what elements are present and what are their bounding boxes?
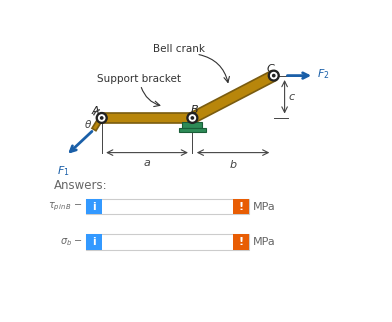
Text: Answers:: Answers:	[54, 179, 107, 192]
Circle shape	[100, 117, 103, 119]
Circle shape	[272, 74, 275, 77]
FancyBboxPatch shape	[86, 234, 249, 250]
Text: MPa: MPa	[253, 237, 276, 247]
Polygon shape	[102, 113, 192, 123]
Text: !: !	[239, 237, 244, 247]
FancyBboxPatch shape	[234, 199, 249, 214]
Text: Bell crank: Bell crank	[153, 44, 205, 54]
Circle shape	[99, 115, 105, 121]
Text: Support bracket: Support bracket	[97, 74, 181, 84]
Text: !: !	[239, 202, 244, 212]
Circle shape	[189, 115, 196, 121]
Bar	[182, 122, 202, 128]
Text: MPa: MPa	[253, 202, 276, 212]
Text: $\sigma_b$ −: $\sigma_b$ −	[60, 236, 83, 248]
Text: $c$: $c$	[289, 92, 296, 102]
Circle shape	[269, 70, 279, 81]
Text: $a$: $a$	[143, 158, 151, 168]
Text: $b$: $b$	[229, 158, 237, 170]
Text: $C$: $C$	[266, 62, 276, 74]
Bar	[179, 128, 205, 132]
Polygon shape	[190, 71, 276, 123]
FancyBboxPatch shape	[234, 234, 249, 250]
Polygon shape	[92, 118, 102, 131]
FancyBboxPatch shape	[86, 234, 102, 250]
Text: i: i	[92, 237, 96, 247]
Text: $B$: $B$	[190, 103, 199, 115]
Text: $F_2$: $F_2$	[317, 67, 330, 81]
Text: $F_1$: $F_1$	[56, 164, 69, 178]
Text: i: i	[92, 202, 96, 212]
FancyBboxPatch shape	[86, 199, 249, 214]
Circle shape	[187, 113, 198, 123]
Circle shape	[96, 113, 107, 123]
Text: $\theta$: $\theta$	[83, 118, 92, 130]
Circle shape	[191, 117, 194, 119]
Text: $A$: $A$	[91, 104, 100, 116]
Circle shape	[270, 72, 277, 79]
FancyBboxPatch shape	[86, 199, 102, 214]
Text: $\tau_{pin\,B}$ −: $\tau_{pin\,B}$ −	[48, 200, 83, 213]
